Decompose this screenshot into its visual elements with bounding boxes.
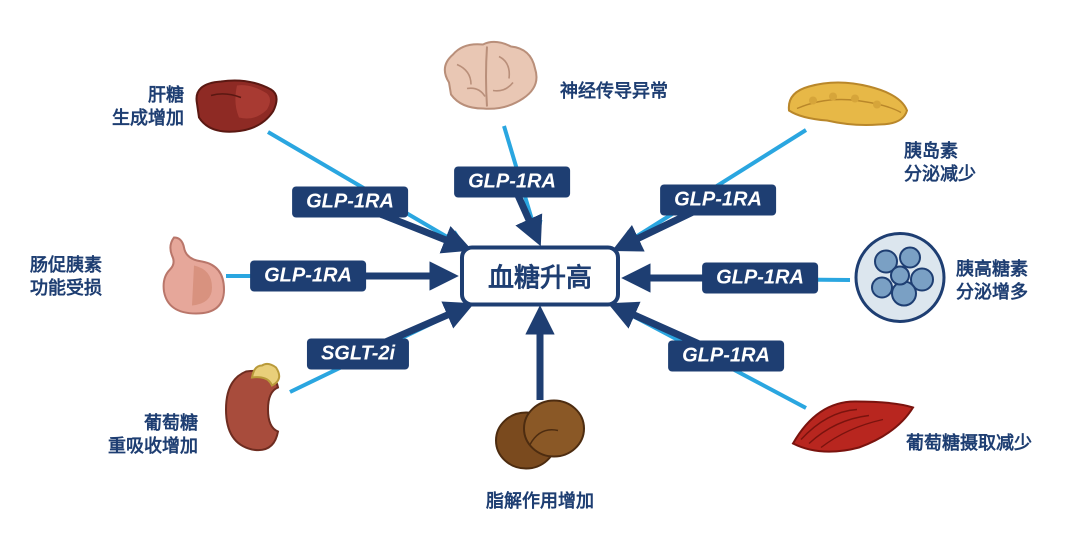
organ-islet-icon xyxy=(852,230,948,331)
drug-badge-liver: GLP-1RA xyxy=(292,187,408,218)
organ-brain-icon xyxy=(433,37,543,128)
drug-badge-brain: GLP-1RA xyxy=(454,167,570,198)
organ-muscle-icon xyxy=(787,394,917,463)
drug-badge-stomach: GLP-1RA xyxy=(250,261,366,292)
cause-label-pancreas: 胰岛素 分泌减少 xyxy=(904,140,976,185)
organ-pancreas-icon xyxy=(783,71,913,146)
cause-label-adipose: 脂解作用增加 xyxy=(486,490,594,513)
cause-label-islet: 胰高糖素 分泌增多 xyxy=(956,258,1028,303)
diagram-stage: 血糖升高 GLP-1RA GLP-1RA GLP-1RA GLP-1RA GLP-1RA… xyxy=(0,0,1080,536)
cause-label-stomach: 肠促胰素 功能受损 xyxy=(30,254,102,299)
drug-badge-islet: GLP-1RA xyxy=(702,263,818,294)
organ-liver-icon xyxy=(191,74,281,143)
cause-label-muscle: 葡萄糖摄取减少 xyxy=(906,432,1032,455)
drug-badge-kidney: SGLT-2i xyxy=(307,339,409,370)
organ-kidney-icon xyxy=(218,362,298,463)
organ-stomach-icon xyxy=(144,232,228,321)
cause-label-kidney: 葡萄糖 重吸收增加 xyxy=(108,412,198,457)
organ-adipose-icon xyxy=(490,393,590,480)
drug-badge-muscle: GLP-1RA xyxy=(668,341,784,372)
cause-label-brain: 神经传导异常 xyxy=(560,80,668,103)
center-hyperglycemia: 血糖升高 xyxy=(460,246,620,307)
cause-label-liver: 肝糖 生成增加 xyxy=(112,84,184,129)
drug-badge-pancreas: GLP-1RA xyxy=(660,185,776,216)
